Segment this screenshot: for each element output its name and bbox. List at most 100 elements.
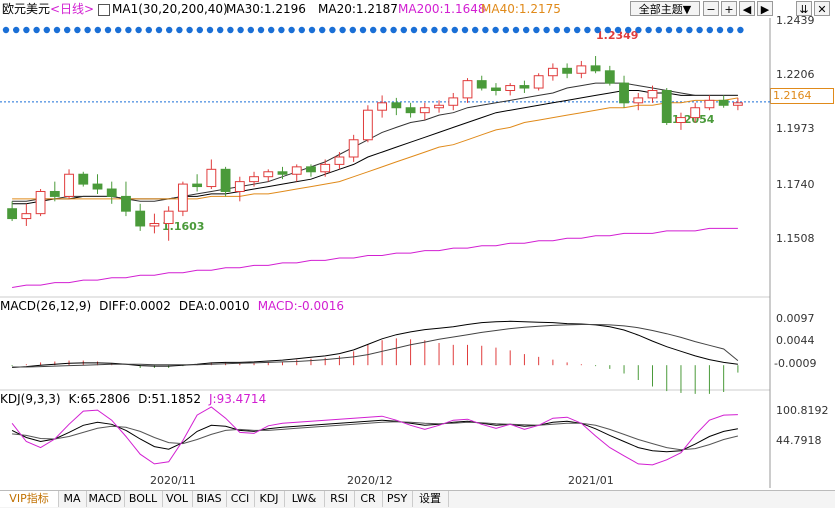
macd-value: MACD:-0.0016 xyxy=(257,299,345,313)
marker-dot xyxy=(655,26,662,34)
candle-body xyxy=(533,75,544,89)
minus-icon[interactable]: − xyxy=(703,1,719,16)
marker-dot xyxy=(227,26,234,34)
ma-settings-icon[interactable] xyxy=(98,4,110,16)
marker-dot xyxy=(635,26,642,34)
candle-body xyxy=(35,190,46,215)
marker-dot xyxy=(441,26,448,34)
marker-dot xyxy=(206,26,214,34)
tab-kdj[interactable]: KDJ xyxy=(254,491,285,507)
marker-dot xyxy=(43,26,50,34)
candle-body xyxy=(206,168,217,188)
marker-dot xyxy=(145,26,152,34)
candle-body xyxy=(661,90,672,124)
x-axis-label: 2021/01 xyxy=(568,474,614,487)
candle-body xyxy=(519,85,530,89)
macd-tick: 0.0044 xyxy=(776,334,815,347)
marker-dot xyxy=(94,26,102,34)
marker-dot xyxy=(257,26,265,34)
right-arrow-icon[interactable]: ▶ xyxy=(757,1,773,16)
double-down-icon[interactable]: ⇊ xyxy=(796,1,812,16)
marker-dot xyxy=(400,26,407,34)
marker-dot xyxy=(298,26,305,34)
close-icon[interactable]: ✕ xyxy=(814,1,830,16)
marker-dot xyxy=(125,26,132,34)
marker-dot xyxy=(727,26,734,34)
candle-body xyxy=(92,183,103,190)
candle-body xyxy=(348,139,359,158)
candle-body xyxy=(362,109,373,141)
marker-dot xyxy=(278,26,285,34)
theme-select-button[interactable]: 全部主题▼ xyxy=(630,1,700,16)
kdj-header: KDJ(9,3,3) K:65.2806 D:51.1852 J:93.4714 xyxy=(0,392,274,406)
period-label[interactable]: <日线> xyxy=(50,2,95,16)
kdj-title: KDJ(9,3,3) xyxy=(0,392,61,406)
candle-body xyxy=(419,107,430,114)
marker-dot xyxy=(359,26,367,34)
marker-dot xyxy=(380,26,387,34)
price-tick: 1.1508 xyxy=(776,232,815,245)
marker-dot xyxy=(74,26,81,34)
marker-dot xyxy=(247,26,254,34)
tab-boll[interactable]: BOLL xyxy=(124,491,163,507)
tab-vip[interactable]: VIP指标 xyxy=(0,491,59,507)
candle-body xyxy=(277,171,288,175)
candle-body xyxy=(192,183,203,188)
marker-dot xyxy=(288,26,295,34)
marker-dot xyxy=(543,26,550,34)
tab-macd[interactable]: MACD xyxy=(86,491,125,507)
left-arrow-icon[interactable]: ◀ xyxy=(739,1,755,16)
tab-ma[interactable]: MA xyxy=(58,491,87,507)
price-tick: 1.1973 xyxy=(776,122,815,135)
marker-dot xyxy=(584,26,591,34)
marker-dot xyxy=(523,26,530,34)
candle-body xyxy=(149,223,160,227)
ma-line-ma200 xyxy=(12,227,738,288)
marker-dot xyxy=(186,26,193,34)
marker-dot xyxy=(533,26,540,34)
marker-dot xyxy=(196,26,203,34)
price-tick: 1.2439 xyxy=(776,14,815,27)
kdj-d-line xyxy=(12,421,739,451)
candle-body xyxy=(590,65,601,72)
marker-dot xyxy=(594,26,601,34)
marker-dot xyxy=(614,26,622,34)
candle-body xyxy=(64,173,74,197)
tab-rsi[interactable]: RSI xyxy=(324,491,355,507)
marker-dot xyxy=(237,26,244,34)
candle-body xyxy=(491,87,501,92)
candle-body xyxy=(476,80,487,89)
tab-bias[interactable]: BIAS xyxy=(192,491,227,507)
macd-title: MACD(26,12,9) xyxy=(0,299,92,313)
macd-dea: DEA:0.0010 xyxy=(178,299,250,313)
price-tick: 1.2206 xyxy=(776,68,815,81)
candle-body xyxy=(391,102,402,109)
ma40-value: MA40:1.2175 xyxy=(481,2,561,16)
tab-vol[interactable]: VOL xyxy=(162,491,193,507)
marker-dot xyxy=(329,26,336,34)
plus-icon[interactable]: + xyxy=(721,1,737,16)
candle-body xyxy=(7,208,18,220)
kdj-k: K:65.2806 xyxy=(68,392,131,406)
tab-lw&[interactable]: LW& xyxy=(284,491,325,507)
candle-body xyxy=(633,97,644,104)
current-price-badge: 1.2164 xyxy=(770,88,834,104)
marker-dot xyxy=(166,26,173,34)
tab-psy[interactable]: PSY xyxy=(382,491,413,507)
candle-body xyxy=(263,171,274,178)
tab-cr[interactable]: CR xyxy=(354,491,383,507)
ma200-value: MA200:1.1648 xyxy=(398,2,486,16)
marker-dot xyxy=(135,26,142,34)
ma-line-ma30 xyxy=(12,90,738,205)
candle-body xyxy=(234,181,245,192)
marker-dot xyxy=(115,26,122,34)
candle-body xyxy=(647,90,658,99)
marker-dot xyxy=(625,26,632,34)
marker-dot xyxy=(604,26,611,34)
marker-dot xyxy=(339,26,346,34)
tab-cci[interactable]: CCI xyxy=(226,491,255,507)
indicator-tabs: VIP指标 MA MACD BOLL VOL BIAS CCI KDJ LW& RSI CR PSY 设… xyxy=(0,490,835,508)
marker-dot xyxy=(574,26,581,34)
tab-设置[interactable]: 设置 xyxy=(412,491,449,507)
